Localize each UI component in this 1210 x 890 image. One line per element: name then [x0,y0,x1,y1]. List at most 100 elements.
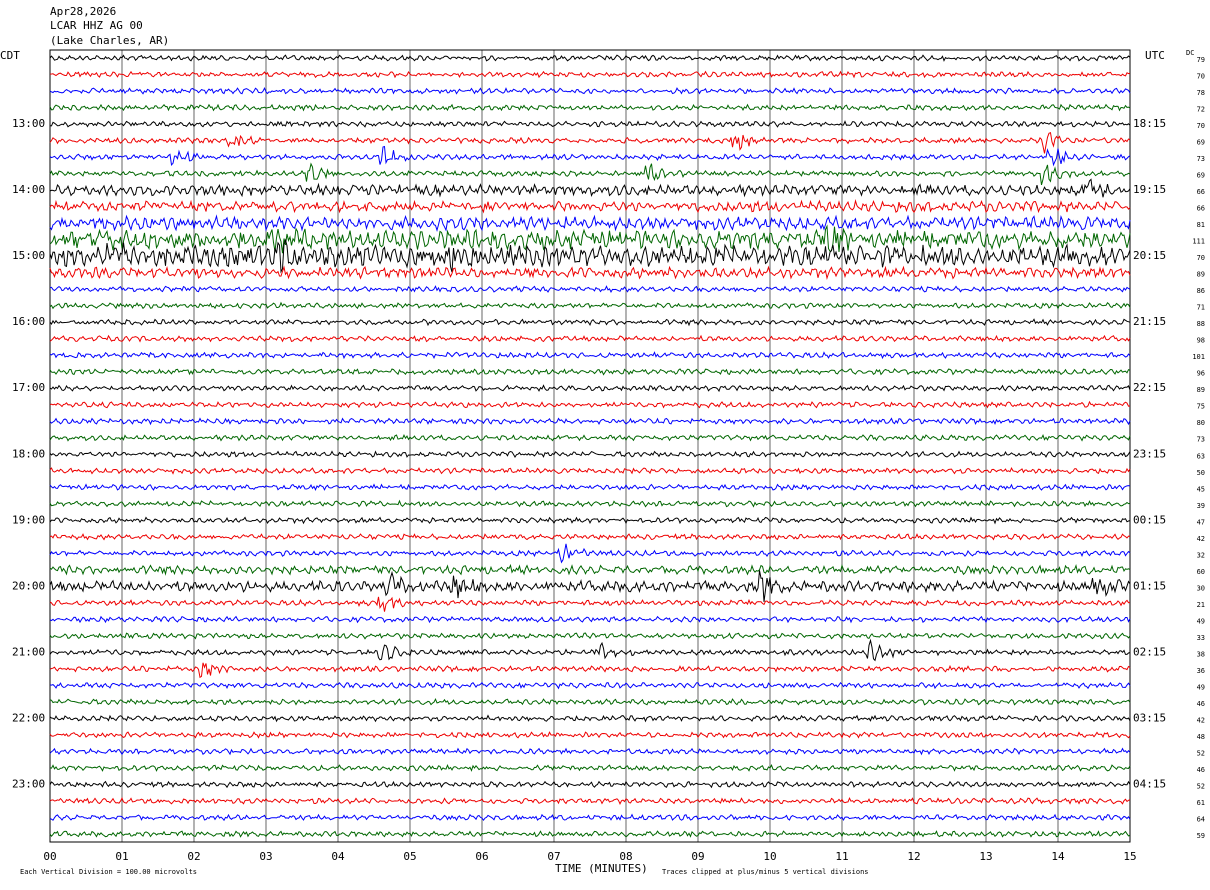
trace [49,120,1131,128]
trace [49,698,1131,706]
trace [49,533,1131,541]
trace [49,70,1131,79]
dc-offset: 69 [1197,172,1205,180]
dc-offset: 49 [1197,617,1205,625]
scale-note: Each Vertical Division = 100.00 microvol… [20,868,197,876]
axis-title: TIME (MINUTES) [555,862,648,875]
trace [49,731,1131,739]
trace [49,747,1131,756]
dc-offset: 49 [1197,683,1205,691]
cdt-hour-label: 18:00 [12,447,45,460]
trace [49,632,1131,640]
trace [49,224,1131,254]
dc-offset: 86 [1197,287,1205,295]
trace [49,368,1131,376]
dc-offset: 52 [1197,749,1205,757]
x-tick-label: 12 [907,850,920,863]
trace [49,638,1131,662]
dc-offset: 69 [1197,139,1205,147]
trace [49,499,1131,508]
trace [49,199,1131,214]
dc-offset: 63 [1197,452,1205,460]
dc-offset: 21 [1197,601,1205,609]
x-tick-label: 09 [691,850,704,863]
utc-hour-label: 03:15 [1133,711,1166,724]
utc-hour-label: 22:15 [1133,381,1166,394]
left-timezone: CDT [0,49,20,62]
trace [49,285,1131,293]
trace [49,714,1131,723]
dc-offset: 101 [1192,353,1205,361]
trace [49,54,1131,62]
cdt-hour-label: 23:00 [12,777,45,790]
cdt-hour-label: 15:00 [12,249,45,262]
trace [49,813,1131,822]
x-tick-label: 04 [331,850,345,863]
trace [49,570,1131,602]
dc-offset: 30 [1197,584,1205,592]
utc-hour-label: 23:15 [1133,447,1166,460]
trace [49,162,1131,186]
dc-offset: 46 [1197,766,1205,774]
x-tick-label: 05 [403,850,416,863]
dc-offset: 111 [1192,238,1205,246]
dc-offset: 66 [1197,188,1205,196]
dc-offset: 79 [1197,56,1205,64]
dc-offset: 66 [1197,205,1205,213]
cdt-hour-label: 17:00 [12,381,45,394]
dc-offset: 73 [1197,436,1205,444]
dc-offset: 96 [1197,370,1205,378]
dc-offset: 47 [1197,518,1205,526]
dc-label: DC [1186,49,1194,57]
trace [49,351,1131,360]
trace [49,103,1131,112]
dc-offset: 75 [1197,403,1205,411]
trace [49,384,1131,393]
cdt-hour-label: 13:00 [12,117,45,130]
trace [49,662,1131,679]
trace [49,400,1131,409]
trace [49,318,1131,327]
x-tick-label: 01 [115,850,128,863]
trace [49,466,1131,475]
utc-hour-label: 18:15 [1133,117,1166,130]
dc-offset: 45 [1197,485,1205,493]
x-tick-label: 02 [187,850,200,863]
trace [49,796,1131,805]
dc-offset: 38 [1197,650,1205,658]
utc-hour-label: 02:15 [1133,645,1166,658]
cdt-hour-label: 16:00 [12,315,45,328]
trace [49,516,1131,525]
x-tick-label: 00 [43,850,56,863]
dc-offset: 42 [1197,716,1205,724]
trace [49,596,1131,612]
trace [49,763,1131,772]
dc-offset: 70 [1197,254,1205,262]
trace [49,132,1131,154]
dc-offset: 64 [1197,815,1205,823]
dc-offset: 50 [1197,469,1205,477]
dc-offset: 70 [1197,122,1205,130]
x-tick-label: 08 [619,850,632,863]
right-timezone: UTC [1145,49,1165,62]
trace [49,450,1131,458]
trace [49,563,1131,576]
dc-offset: 88 [1197,320,1205,328]
dc-offset: 71 [1197,304,1205,312]
dc-offset: 33 [1197,634,1205,642]
cdt-hour-label: 20:00 [12,579,45,592]
trace [49,265,1131,281]
trace [49,86,1131,95]
trace [49,238,1131,274]
dc-offset: 39 [1197,502,1205,510]
dc-offset: 89 [1197,386,1205,394]
trace [49,214,1131,232]
dc-offset: 72 [1197,106,1205,114]
trace [49,334,1131,343]
x-tick-label: 07 [547,850,560,863]
header-date: Apr28,2026 [50,5,116,18]
x-tick-label: 11 [835,850,848,863]
header-location: (Lake Charles, AR) [50,34,169,47]
trace [49,830,1131,838]
